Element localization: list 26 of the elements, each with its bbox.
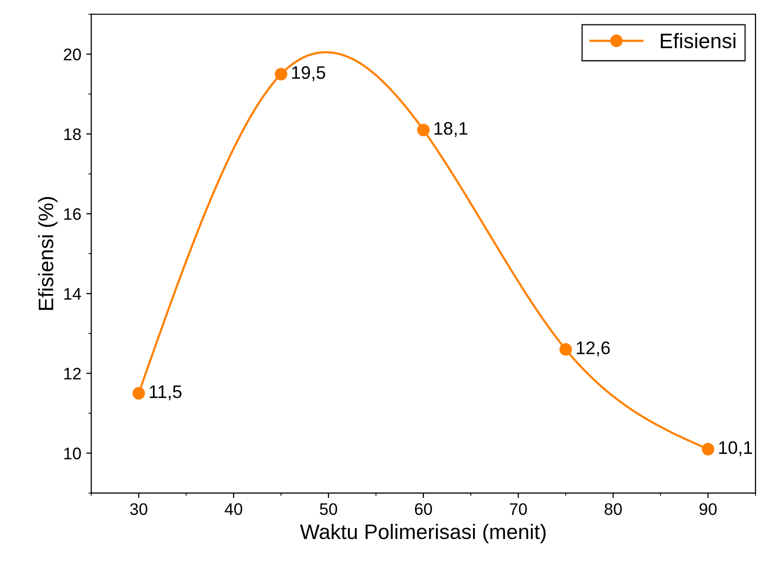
- data-label: 11,5: [150, 386, 182, 400]
- y-tick-label: 20: [64, 48, 81, 60]
- y-tick-label: 18: [64, 128, 81, 140]
- data-label: 10,1: [719, 441, 752, 456]
- data-label: 12,6: [576, 341, 610, 356]
- y-tick-label: 12: [64, 368, 81, 380]
- point: [274, 68, 288, 80]
- y-tick-label: 16: [64, 208, 81, 220]
- x-tick-label: 60: [414, 503, 432, 516]
- data-label: 18,1: [434, 122, 468, 137]
- point: [417, 124, 430, 136]
- x-tick-label: 90: [700, 503, 717, 516]
- x-tick-label: 70: [510, 503, 527, 516]
- x-axis-title: Waktu Polimerisasi (menit): [300, 524, 546, 544]
- point: [132, 387, 145, 400]
- data-label: 19,5: [292, 66, 326, 82]
- y-tick-label: 10: [64, 448, 81, 460]
- x-tick-label: 30: [130, 503, 148, 516]
- y-axis-title: Efisiensi (%): [38, 197, 58, 310]
- point: [559, 343, 572, 356]
- x-tick-label: 50: [320, 503, 338, 516]
- x-tick-label: 80: [604, 503, 622, 516]
- y-tick-label: 14: [64, 288, 82, 300]
- point: [702, 442, 714, 456]
- legend-label: Efisiensi: [660, 33, 736, 48]
- x-tick-label: 40: [224, 503, 242, 516]
